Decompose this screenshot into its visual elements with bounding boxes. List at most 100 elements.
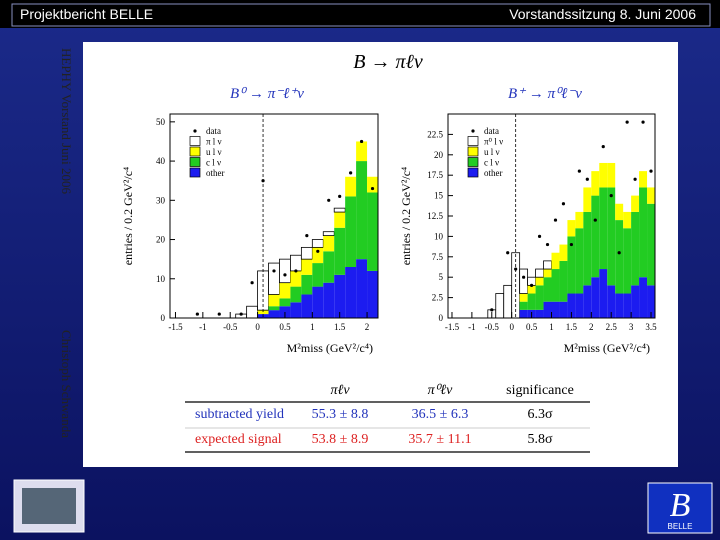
table-cell: 6.3σ (527, 407, 553, 422)
data-point (522, 275, 526, 279)
table-cell: 55.3 ± 8.8 (312, 407, 369, 422)
legend-label: u l ν (484, 147, 500, 157)
data-point (195, 312, 199, 316)
stack-bar (575, 228, 584, 294)
side-text-top: HEPHY Vorstand Juni 2006 (59, 48, 74, 195)
table-cell: 36.5 ± 6.3 (412, 407, 469, 422)
chart-title: B⁰ → π⁻ℓ⁺ν (230, 86, 304, 102)
chart-title: B⁺ → π⁰ℓ⁻ν (508, 86, 582, 102)
stack-bar (559, 244, 568, 261)
stack-bar (279, 258, 291, 284)
stack-bar (268, 262, 280, 295)
data-point (327, 198, 331, 202)
stack-bar (551, 301, 560, 318)
stack-bar (312, 286, 324, 318)
stack-bar (583, 187, 592, 212)
y-tick-label: 30 (156, 195, 166, 205)
y-tick-label: 20 (156, 235, 166, 245)
stack-bar (639, 171, 648, 188)
legend-swatch (189, 146, 201, 157)
stack-bar (535, 268, 544, 278)
stack-bar (333, 207, 346, 213)
stack-bar (301, 294, 313, 318)
stack-bar (567, 236, 576, 294)
stack-bar (599, 162, 608, 188)
stack-bar (290, 270, 302, 287)
stack-bar (311, 239, 324, 248)
data-point (641, 120, 645, 124)
x-tick-label: 3.5 (645, 322, 657, 332)
data-point (283, 273, 287, 277)
data-point (217, 312, 221, 316)
stack-bar (519, 268, 529, 294)
legend-marker (471, 129, 475, 133)
stack-bar (312, 247, 324, 264)
legend-label: other (484, 168, 503, 178)
logo-text: BELLE (668, 522, 693, 531)
data-point (349, 171, 353, 175)
x-tick-label: 2.5 (606, 322, 618, 332)
y-tick-label: 17.5 (427, 170, 443, 180)
data-point (506, 251, 510, 255)
data-point (250, 281, 254, 285)
stack-bar (268, 294, 280, 307)
stack-bar (290, 286, 302, 303)
legend-marker (193, 129, 197, 133)
stack-bar (639, 187, 648, 278)
data-point (316, 249, 320, 253)
stack-bar (279, 282, 291, 299)
stack-bar (607, 162, 616, 188)
stack-bar (543, 277, 552, 302)
legend-label: c l ν (484, 158, 499, 168)
legend-label: data (206, 126, 221, 136)
y-tick-label: 2.5 (432, 293, 444, 303)
legend-label: other (206, 168, 225, 178)
stack-bar (334, 227, 346, 275)
data-point (370, 186, 375, 191)
data-point (593, 218, 597, 222)
data-point (569, 242, 574, 247)
logo-mark: B (670, 487, 691, 524)
stack-bar (607, 187, 616, 286)
stack-bar (290, 302, 302, 318)
y-tick-label: 22.5 (427, 129, 443, 139)
stack-bar (345, 196, 357, 267)
stack-bar (323, 251, 335, 283)
data-point (601, 145, 605, 149)
stack-bar (551, 252, 560, 270)
stack-bar (647, 203, 655, 286)
x-tick-label: 1.5 (566, 322, 578, 332)
stack-bar (543, 301, 552, 318)
x-tick-label: 2 (365, 322, 370, 332)
table-cell: 35.7 ± 11.1 (408, 432, 471, 447)
y-tick-label: 20 (434, 150, 444, 160)
stack-bar (631, 195, 640, 212)
legend-label: u l ν (206, 147, 222, 157)
legend-swatch (467, 146, 479, 157)
stack-bar (559, 260, 568, 302)
stack-bar (631, 285, 640, 318)
stack-bar (623, 211, 632, 229)
x-tick-label: -1.5 (168, 322, 183, 332)
x-axis-label: M²miss (GeV²/c⁴) (287, 341, 373, 355)
stack-bar (257, 310, 269, 315)
stack-bar (543, 269, 552, 278)
stack-bar (323, 282, 335, 318)
data-point (585, 177, 589, 181)
stack-bar (599, 187, 608, 270)
x-tick-label: 0 (255, 322, 260, 332)
side-text-bottom: Christoph Schwanda (59, 330, 74, 438)
stack-bar (623, 293, 632, 318)
stack-bar (583, 285, 592, 318)
stack-bar (527, 285, 536, 294)
stack-bar (290, 254, 302, 272)
table-header: significance (506, 383, 574, 398)
x-tick-label: 0 (509, 322, 514, 332)
logo-left-image (22, 488, 76, 524)
plot-frame (169, 113, 379, 319)
y-axis-label: entries / 0.2 GeV²/c⁴ (399, 167, 413, 265)
y-tick-label: 0 (439, 313, 444, 323)
data-point (617, 251, 621, 255)
stack-bar (356, 259, 368, 318)
header-right: Vorstandssitzung 8. Juni 2006 (509, 6, 696, 22)
